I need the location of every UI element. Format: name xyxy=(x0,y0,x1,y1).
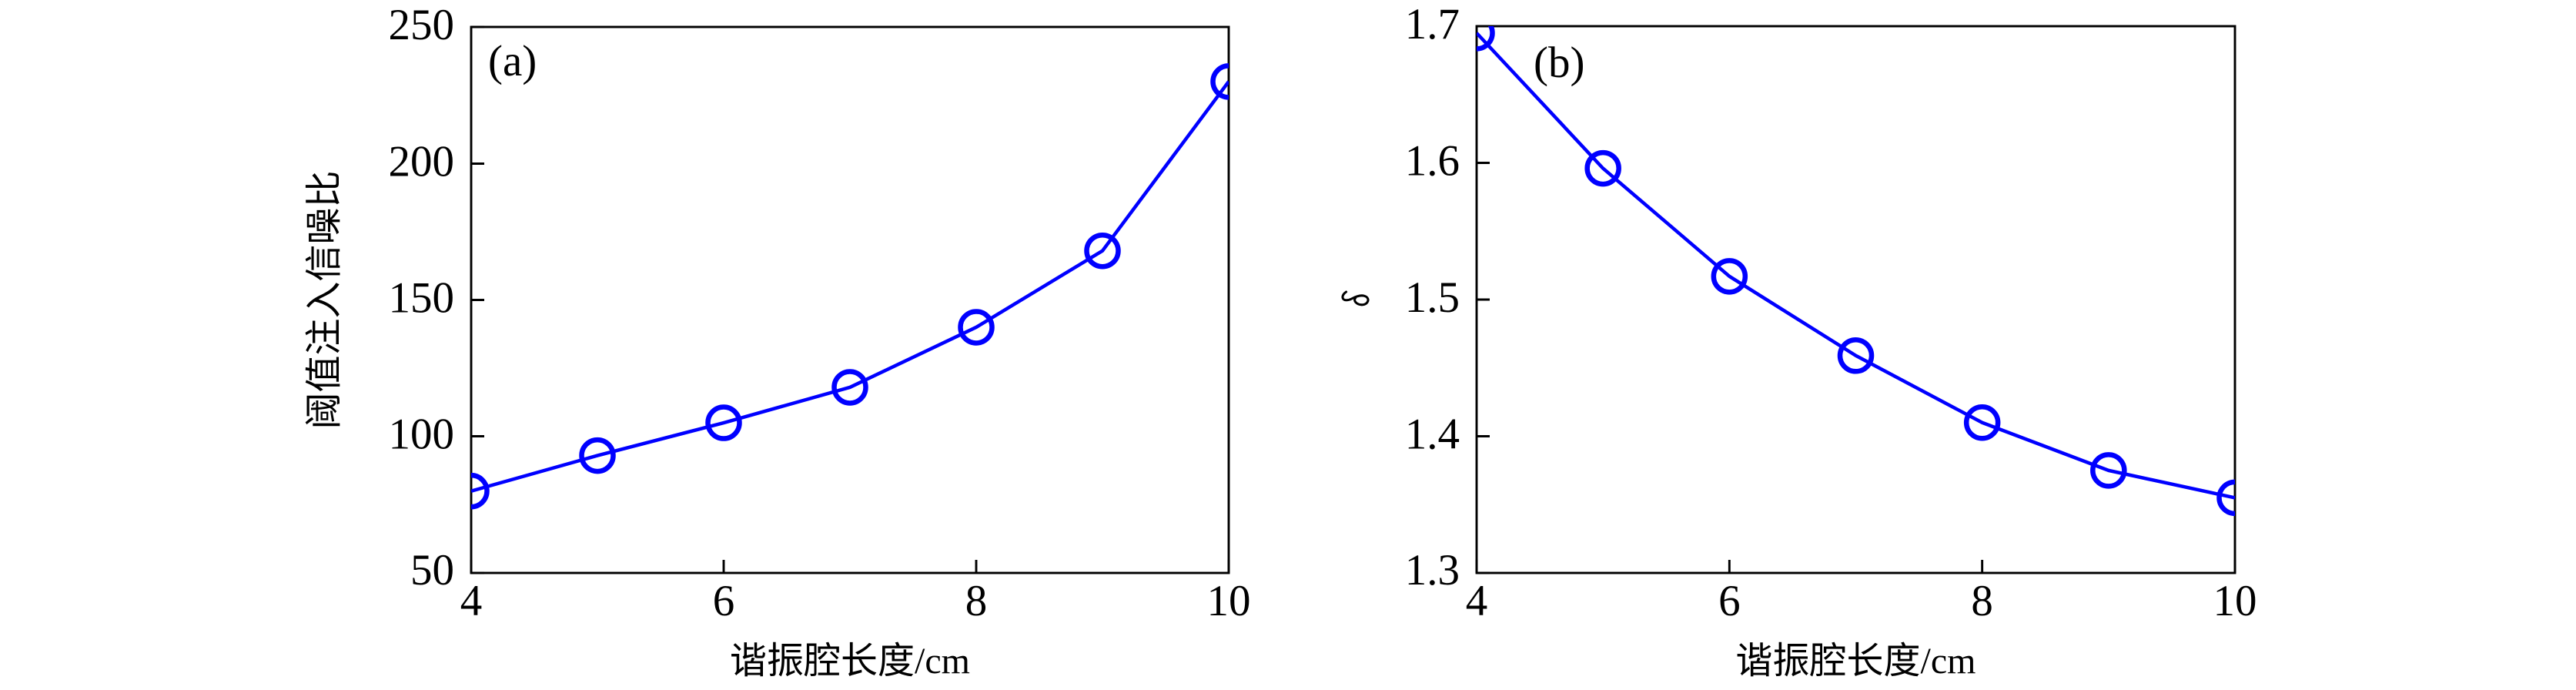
svg-text:谐振腔长度/cm: 谐振腔长度/cm xyxy=(730,641,970,682)
svg-text:8: 8 xyxy=(965,577,988,625)
svg-text:100: 100 xyxy=(389,410,455,459)
svg-text:4: 4 xyxy=(460,577,483,625)
svg-text:6: 6 xyxy=(1718,577,1741,625)
svg-text:50: 50 xyxy=(410,546,454,595)
svg-text:4: 4 xyxy=(1466,577,1488,625)
svg-text:250: 250 xyxy=(389,1,455,49)
svg-text:1.3: 1.3 xyxy=(1405,546,1460,595)
svg-text:阈值注入信噪比: 阈值注入信噪比 xyxy=(304,170,345,429)
svg-text:1.4: 1.4 xyxy=(1405,410,1460,459)
svg-text:谐振腔长度/cm: 谐振腔长度/cm xyxy=(1736,641,1976,682)
svg-text:150: 150 xyxy=(389,274,455,323)
svg-text:1.6: 1.6 xyxy=(1405,137,1460,186)
svg-text:(b): (b) xyxy=(1534,39,1584,87)
svg-text:10: 10 xyxy=(1207,577,1251,625)
svg-text:1.7: 1.7 xyxy=(1405,0,1460,49)
svg-text:200: 200 xyxy=(389,138,455,186)
svg-text:(a): (a) xyxy=(488,37,537,85)
svg-text:8: 8 xyxy=(1971,577,1993,625)
svg-text:10: 10 xyxy=(2213,577,2257,625)
svg-text:1.5: 1.5 xyxy=(1405,273,1460,322)
svg-text:6: 6 xyxy=(713,577,735,625)
